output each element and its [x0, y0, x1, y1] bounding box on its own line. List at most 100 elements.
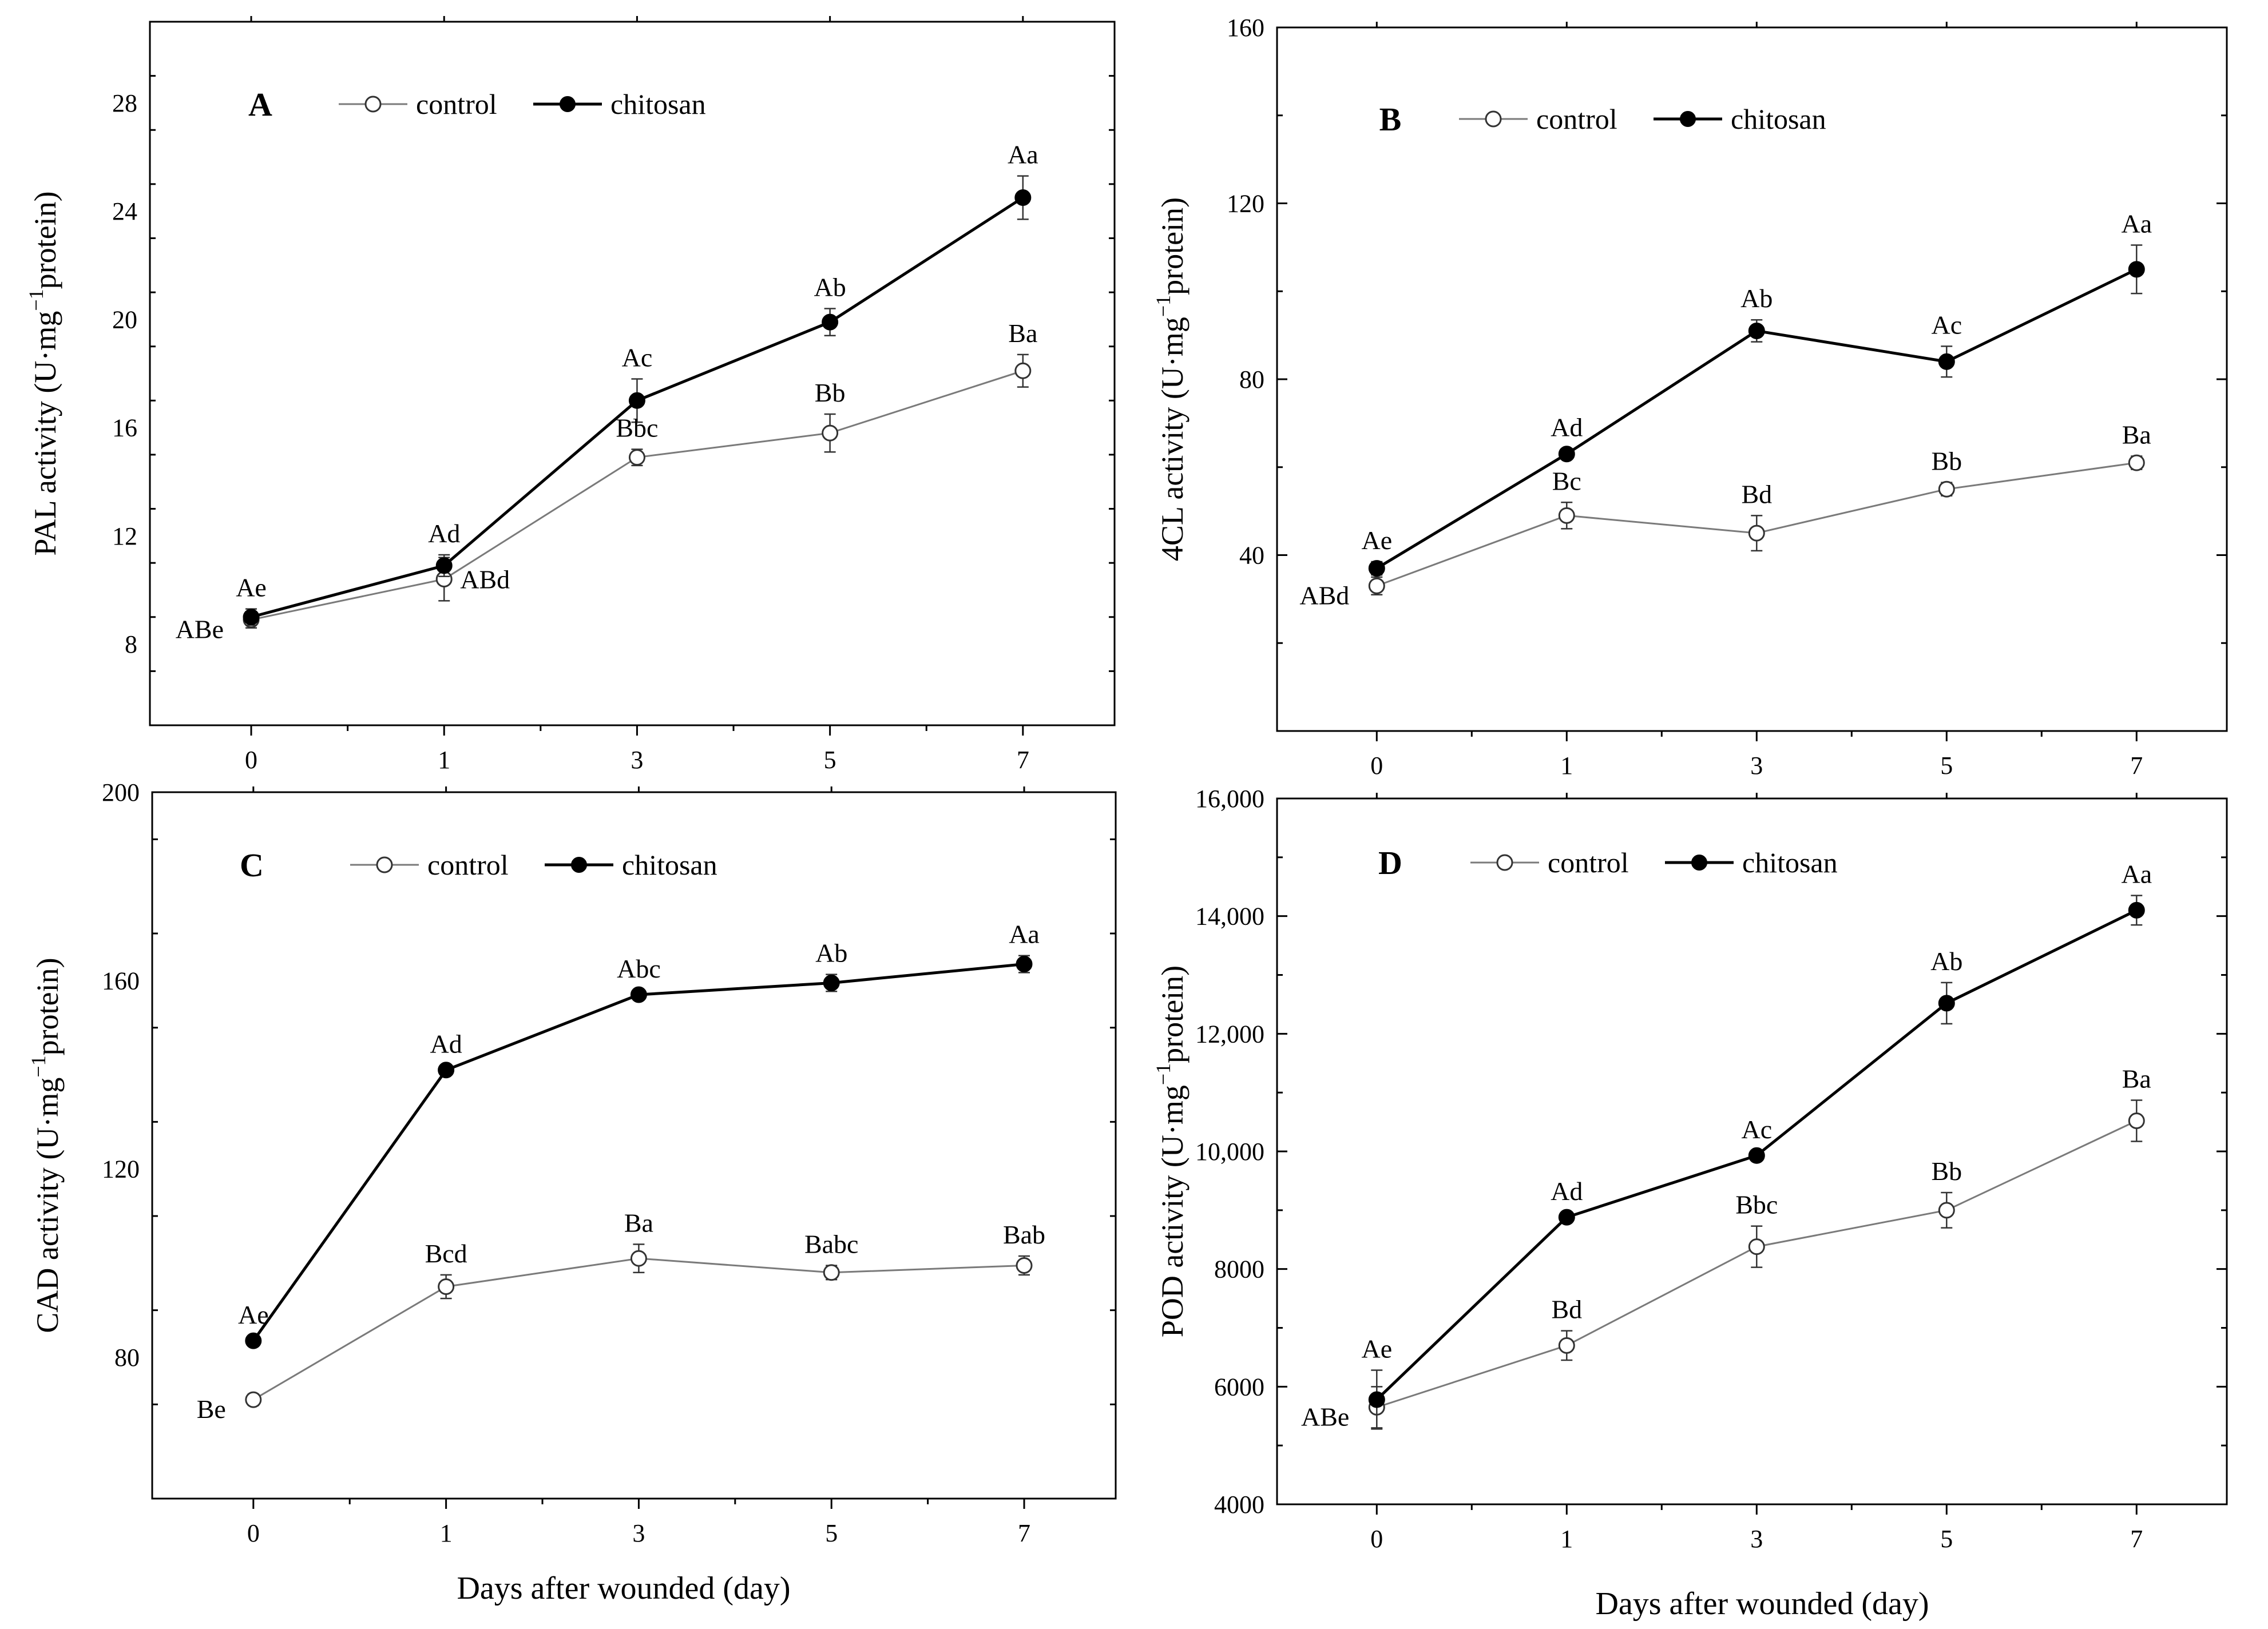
y-tick-label: 4000 — [1214, 1491, 1264, 1519]
y-tick-label: 12,000 — [1195, 1020, 1264, 1048]
data-point-chitosan — [1368, 1391, 1385, 1408]
legend-control-marker — [1485, 110, 1502, 128]
x-tick-label: 5 — [824, 746, 836, 774]
y-axis-label-sup: −1 — [27, 1055, 50, 1077]
panel-B: 40 80 120 160 0 1 3 5 7 4CL activity (U·mg−1prote… — [1152, 14, 2228, 780]
point-label-control: Bd — [1551, 1295, 1582, 1324]
data-point-control — [2128, 1113, 2145, 1130]
x-axis-label-left: Days after wounded (day) — [457, 1571, 790, 1606]
data-point-chitosan — [438, 1062, 455, 1079]
data-point-chitosan — [822, 313, 839, 331]
point-label-chitosan: Abc — [617, 954, 661, 983]
y-tick-label: 120 — [1227, 190, 1264, 218]
x-tick-label: 3 — [631, 746, 643, 774]
series-chitosan — [1368, 244, 2145, 577]
point-label-chitosan: Ae — [236, 573, 267, 602]
point-label-chitosan: Ab — [1740, 284, 1773, 313]
point-label-control: Bc — [1552, 466, 1581, 495]
y-tick-label: 28 — [112, 89, 137, 117]
data-point-chitosan — [243, 609, 260, 626]
y-tick-label: 160 — [102, 967, 140, 995]
point-label-control: Babc — [804, 1229, 859, 1258]
data-point-control — [1748, 1238, 1765, 1255]
y-tick-label: 160 — [1227, 14, 1264, 42]
series-control — [1368, 1099, 2145, 1429]
point-label-chitosan: Ac — [1931, 310, 1962, 339]
y-axis-label-end: protein) — [1155, 197, 1189, 295]
legend-chitosan-label: chitosan — [622, 849, 717, 881]
point-label-control: ABe — [1301, 1402, 1349, 1431]
data-point-chitosan — [2128, 261, 2145, 278]
series-control — [1368, 454, 2145, 595]
y-tick-label: 120 — [102, 1155, 140, 1183]
point-label-control: Bb — [1931, 447, 1962, 476]
point-label-control: Bab — [1003, 1220, 1045, 1249]
y-tick-label: 16,000 — [1195, 785, 1264, 813]
data-point-control — [630, 1250, 647, 1267]
point-label-control: Bbc — [1735, 1190, 1778, 1219]
x-tick-label: 0 — [247, 1519, 260, 1547]
point-label-chitosan: Ab — [1930, 947, 1962, 976]
data-point-chitosan — [1748, 322, 1765, 339]
point-label-control: Ba — [2122, 420, 2151, 450]
data-point-chitosan — [1938, 995, 1955, 1012]
point-label-chitosan: Ac — [1741, 1115, 1772, 1144]
panel-D: 4000 6000 8000 10,000 12,000 14,000 16,000 0 1 3 5… — [1152, 785, 2228, 1553]
data-point-control — [1748, 525, 1765, 542]
y-tick-label: 40 — [1239, 542, 1264, 570]
y-tick-label: 8 — [125, 630, 137, 658]
legend-control-label: control — [427, 849, 509, 881]
x-axis-label-right: Days after wounded (day) — [1595, 1586, 1929, 1622]
y-axis-label: POD activity (U·mg−1protein) — [1152, 966, 1189, 1337]
data-point-chitosan — [1748, 1147, 1765, 1164]
data-point-control — [1558, 1337, 1575, 1354]
point-label-chitosan: Ab — [815, 939, 847, 968]
legend-chitosan-marker — [1680, 111, 1696, 127]
x-tick-label: 0 — [245, 746, 257, 774]
y-tick-label: 8000 — [1214, 1255, 1264, 1284]
panel-letter: D — [1378, 844, 1402, 881]
point-label-chitosan: Aa — [1008, 140, 1038, 169]
x-tick-label: 1 — [438, 746, 450, 774]
y-tick-label: 24 — [112, 197, 137, 225]
x-tick-label: 0 — [1370, 1525, 1383, 1553]
data-point-control — [245, 1391, 262, 1408]
point-label-control: Bbc — [616, 413, 658, 442]
data-point-chitosan — [435, 557, 453, 574]
data-point-control — [1558, 507, 1575, 524]
y-axis-label-sup: −1 — [25, 289, 47, 311]
data-point-control — [628, 449, 645, 466]
y-tick-label: 80 — [114, 1344, 140, 1372]
legend-chitosan-label: chitosan — [610, 88, 706, 120]
legend-chitosan-label: chitosan — [1742, 847, 1838, 879]
point-label-chitosan: Aa — [1009, 920, 1040, 949]
y-axis-label-main: 4CL activity (U·mg — [1155, 317, 1189, 561]
legend-control-marker — [376, 856, 393, 873]
x-tick-label: 1 — [440, 1519, 453, 1547]
y-tick-label: 200 — [102, 778, 140, 806]
data-point-control — [1368, 577, 1385, 594]
x-tick-label: 3 — [1750, 752, 1763, 780]
point-label-chitosan: Ad — [430, 1030, 462, 1059]
x-tick-label: 1 — [1560, 752, 1573, 780]
point-label-chitosan: Ae — [1361, 1334, 1392, 1364]
x-tick-label: 7 — [2130, 752, 2143, 780]
y-axis-label-sup: −1 — [1152, 1063, 1175, 1085]
y-tick-label: 10,000 — [1195, 1138, 1264, 1166]
y-tick-label: 12 — [112, 522, 137, 550]
panel-letter: A — [248, 86, 272, 123]
x-tick-label: 5 — [825, 1519, 838, 1547]
point-label-chitosan: Aa — [2121, 209, 2152, 239]
series-control — [245, 1243, 1033, 1408]
point-label-control: Ba — [2122, 1064, 2151, 1094]
point-label-chitosan: Ae — [238, 1300, 269, 1329]
point-label-chitosan: Ab — [814, 272, 846, 301]
panel-C: 80 120 160 200 0 1 3 5 7 CAD activity (U·mg−1prot… — [27, 778, 1117, 1547]
plot-frame — [149, 21, 1116, 726]
point-label-control: ABd — [1299, 581, 1349, 610]
data-point-control — [1016, 1257, 1033, 1274]
data-point-chitosan — [823, 974, 840, 991]
data-point-chitosan — [630, 986, 647, 1003]
point-label-control: ABd — [460, 565, 510, 594]
series-chitosan — [243, 175, 1032, 626]
